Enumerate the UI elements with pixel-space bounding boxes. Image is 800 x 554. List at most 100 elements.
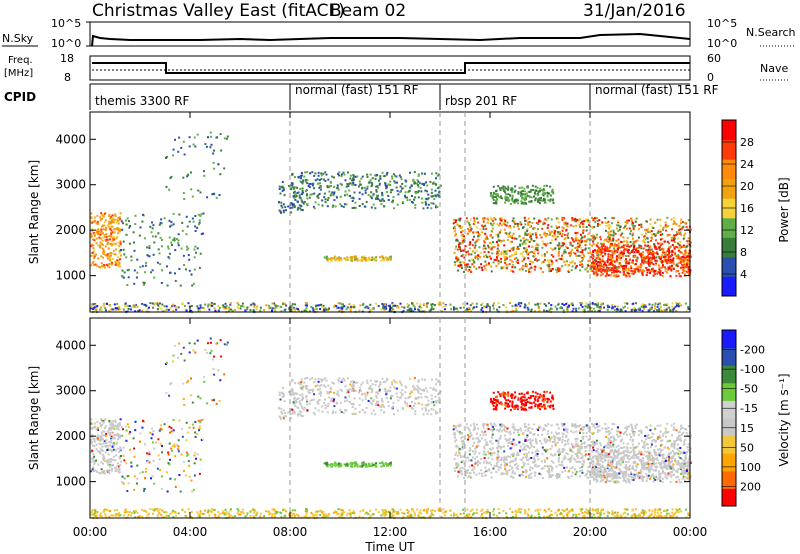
power-cell <box>515 260 518 263</box>
power-cell <box>484 260 487 263</box>
power-cell <box>242 305 245 308</box>
velocity-cell <box>116 465 119 468</box>
power-cell <box>641 310 644 312</box>
power-cell <box>616 224 619 227</box>
power-cell <box>598 219 601 222</box>
power-cell <box>602 243 605 246</box>
power-cell <box>480 263 483 266</box>
power-cell <box>377 186 380 189</box>
velocity-cell <box>117 469 120 472</box>
power-cell <box>327 178 330 181</box>
power-cell <box>526 252 529 255</box>
power-cell <box>664 251 667 254</box>
velocity-cell <box>364 395 367 398</box>
velocity-cell <box>295 401 298 403</box>
power-cell <box>349 309 352 312</box>
power-cell <box>592 307 595 310</box>
power-cell <box>520 252 523 255</box>
power-cell <box>109 259 111 262</box>
power-cell <box>685 263 688 266</box>
velocity-cell <box>91 436 94 439</box>
velocity-cell <box>435 383 437 386</box>
power-cell <box>627 267 630 270</box>
power-cell <box>115 219 118 222</box>
power-cell <box>670 261 673 264</box>
power-cell <box>629 241 632 243</box>
power-cell <box>388 183 391 186</box>
power-cell <box>186 225 189 228</box>
power-cell <box>178 136 181 139</box>
power-cell <box>680 257 683 259</box>
power-cell <box>571 248 574 251</box>
power-cell <box>644 305 647 308</box>
power-cell <box>475 239 478 242</box>
velocity-cell <box>279 416 282 419</box>
power-cell <box>543 199 546 202</box>
velocity-cell <box>178 419 181 422</box>
power-cell <box>94 263 97 266</box>
velocity-cell <box>399 382 402 385</box>
power-cell <box>634 248 637 250</box>
power-cell <box>523 258 526 261</box>
power-cell <box>146 254 149 257</box>
power-cell <box>369 309 372 312</box>
velocity-cell <box>342 377 345 380</box>
velocity-cell <box>139 432 142 435</box>
power-cell <box>340 183 343 186</box>
power-cell <box>385 173 388 176</box>
power-cell <box>625 260 628 263</box>
power-cell <box>294 186 297 189</box>
power-cell <box>591 260 594 263</box>
velocity-cell <box>97 439 100 442</box>
power-cell <box>118 230 121 233</box>
power-cell <box>278 209 281 212</box>
power-cell <box>537 244 540 247</box>
power-cell <box>503 244 506 247</box>
power-cell <box>534 257 537 260</box>
velocity-cell <box>100 431 103 434</box>
power-cell <box>329 181 332 184</box>
power-cell <box>633 247 635 250</box>
velocity-cell <box>348 395 351 398</box>
colorbar-band <box>722 120 736 141</box>
power-cell <box>115 261 118 264</box>
power-cell <box>633 307 636 309</box>
power-cell <box>292 187 295 190</box>
velocity-cell <box>306 400 308 403</box>
velocity-cell <box>308 402 311 405</box>
power-cell <box>90 254 93 257</box>
power-cell <box>598 247 600 250</box>
power-cell <box>317 174 320 177</box>
power-cell <box>612 274 615 277</box>
velocity-cell <box>278 391 281 394</box>
power-cell <box>413 171 416 174</box>
power-cell <box>375 256 378 259</box>
power-cell <box>193 256 196 259</box>
power-cell <box>426 190 429 193</box>
power-cell <box>300 193 303 196</box>
power-cell <box>514 252 517 255</box>
power-cell <box>127 220 130 223</box>
power-cell <box>390 310 393 313</box>
power-cell <box>179 284 182 287</box>
power-cell <box>690 228 692 231</box>
power-cell <box>346 258 349 261</box>
velocity-cell <box>366 381 369 384</box>
velocity-cell <box>104 451 107 454</box>
power-cell <box>674 246 677 249</box>
power-cell <box>629 258 631 261</box>
power-cell <box>515 247 518 250</box>
power-cell <box>239 307 242 310</box>
power-cell <box>675 255 678 257</box>
velocity-cell <box>421 403 424 406</box>
power-cell <box>534 253 537 256</box>
power-cell <box>547 199 550 202</box>
power-cell <box>281 186 284 189</box>
power-cell <box>642 247 645 250</box>
velocity-cell <box>90 470 93 473</box>
power-cell <box>463 270 465 273</box>
power-cell <box>502 187 505 189</box>
power-cell <box>657 230 660 233</box>
power-cell <box>484 268 487 271</box>
power-cell <box>293 310 296 312</box>
